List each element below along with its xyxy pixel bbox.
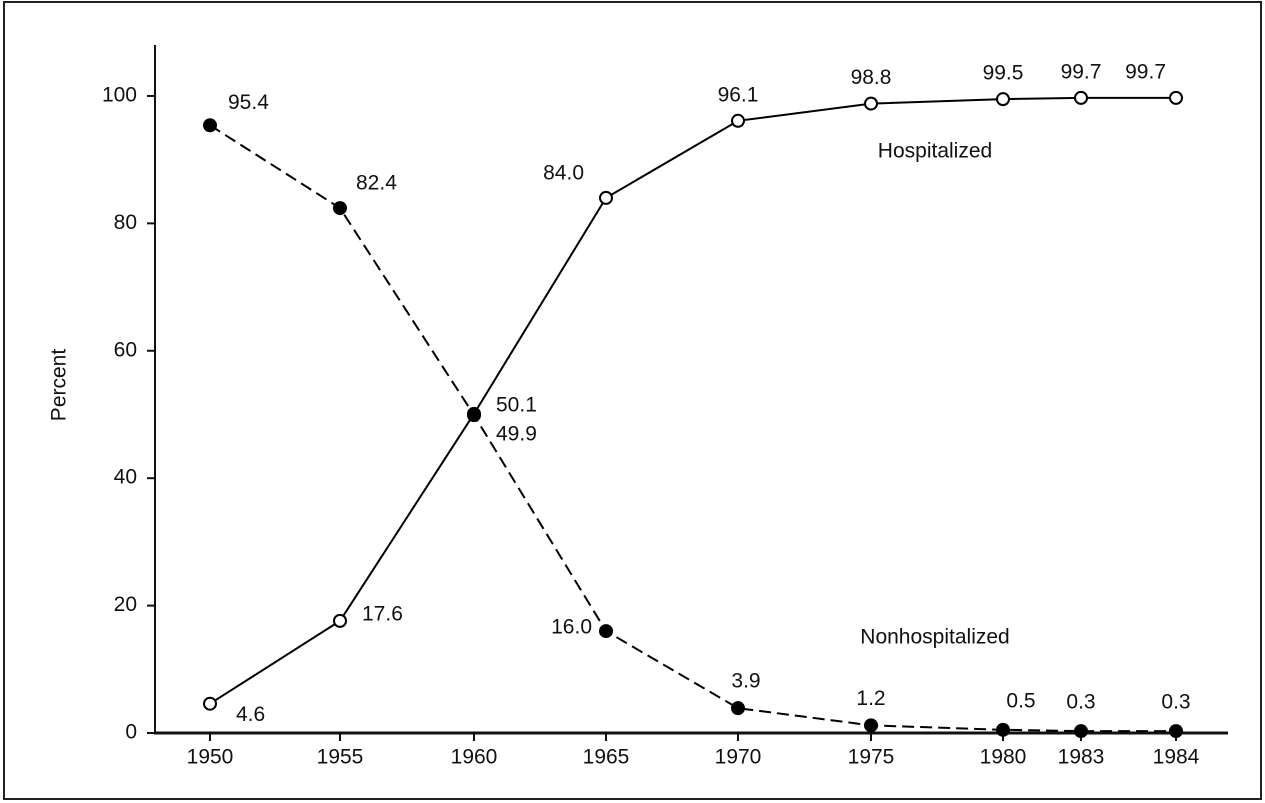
point [467, 408, 481, 423]
series-line [209, 96, 1176, 705]
point [996, 92, 1010, 107]
value-label: 17.6 [362, 602, 403, 625]
x-tick-label: 1984 [1153, 746, 1200, 769]
y-tick-label: 100 [102, 84, 137, 107]
value-label: 0.3 [1161, 691, 1190, 714]
value-label: 4.6 [236, 703, 265, 726]
point [996, 722, 1010, 737]
x-tick-label: 1983 [1058, 746, 1105, 769]
series-name: Nonhospitalized [860, 626, 1009, 649]
y-tick-label: 80 [114, 211, 137, 234]
point [1169, 724, 1183, 739]
x-tick-label: 1965 [583, 746, 630, 769]
value-label: 98.8 [851, 66, 892, 89]
value-label: 16.0 [551, 616, 592, 639]
value-label: 82.4 [356, 172, 397, 195]
point [203, 118, 217, 133]
x-tick-label: 1980 [980, 746, 1027, 769]
point [864, 96, 878, 111]
point [864, 718, 878, 733]
value-label: 1.2 [856, 687, 885, 710]
x-tick-label: 1975 [848, 746, 895, 769]
point [203, 696, 217, 711]
point [731, 113, 745, 128]
y-tick-label: 40 [114, 466, 137, 489]
y-tick-label: 60 [114, 338, 137, 361]
value-label: 3.9 [731, 670, 760, 693]
point [333, 613, 347, 628]
value-label: 0.5 [1006, 689, 1035, 712]
value-label: 96.1 [718, 83, 759, 106]
y-axis-label: Percent [48, 349, 71, 422]
x-tick-label: 1955 [317, 746, 364, 769]
frame [3, 1, 1262, 800]
x-tick-label: 1970 [715, 746, 762, 769]
point [1074, 724, 1088, 739]
x-tick-label: 1960 [451, 746, 498, 769]
point [599, 190, 613, 205]
point [731, 701, 745, 716]
point [333, 201, 347, 216]
value-label: 99.7 [1125, 60, 1166, 83]
point [1074, 90, 1088, 105]
value-label: 84.0 [543, 161, 584, 184]
y-tick-label: 0 [125, 721, 137, 744]
value-label: 50.1 [496, 393, 537, 416]
series-name: Hospitalized [878, 140, 992, 163]
value-label: 95.4 [228, 91, 269, 114]
value-label: 99.5 [983, 62, 1024, 85]
point [599, 624, 613, 639]
x-tick-label: 1950 [187, 746, 234, 769]
y-tick-label: 20 [114, 593, 137, 616]
series-line [209, 124, 1176, 733]
value-label: 49.9 [496, 423, 537, 446]
value-label: 99.7 [1061, 60, 1102, 83]
point [1169, 90, 1183, 105]
value-label: 0.3 [1066, 691, 1095, 714]
